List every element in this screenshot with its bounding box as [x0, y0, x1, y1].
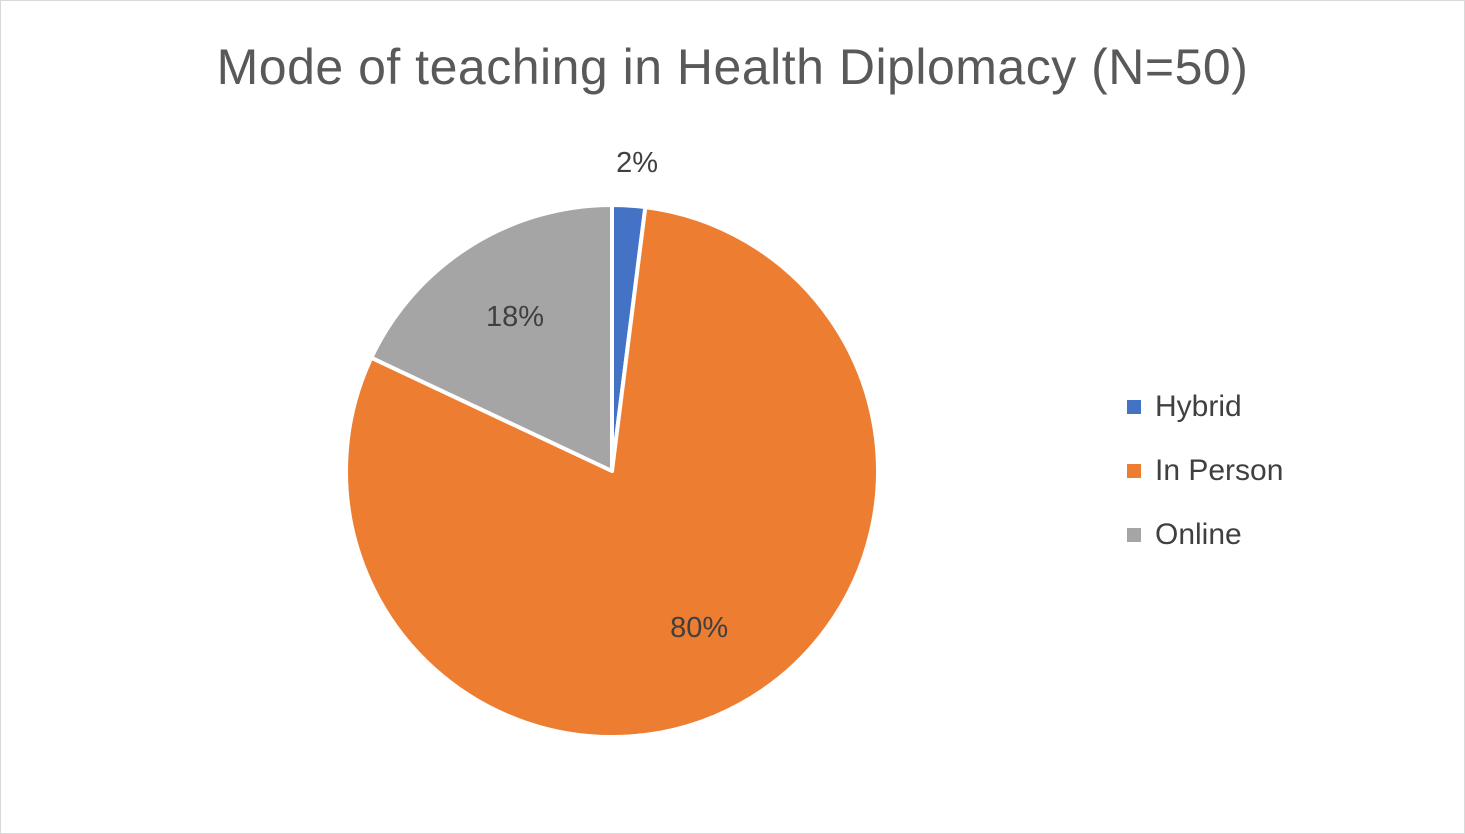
data-label-in-person: 80% — [670, 612, 728, 644]
data-label-hybrid: 2% — [616, 147, 658, 179]
data-label-online: 18% — [486, 301, 544, 333]
legend-swatch-hybrid — [1127, 400, 1141, 414]
legend-swatch-online — [1127, 528, 1141, 542]
legend-swatch-in-person — [1127, 464, 1141, 478]
chart-title: Mode of teaching in Health Diplomacy (N=… — [216, 39, 1249, 95]
legend-label-in-person: In Person — [1155, 454, 1284, 487]
legend-item-online: Online — [1127, 503, 1283, 567]
legend-label-hybrid: Hybrid — [1155, 390, 1242, 423]
pie-slice-online — [369, 203, 614, 473]
chart-legend: Hybrid In Person Online — [1127, 375, 1283, 567]
legend-item-hybrid: Hybrid — [1127, 375, 1283, 439]
legend-label-online: Online — [1155, 518, 1242, 551]
legend-item-in-person: In Person — [1127, 439, 1283, 503]
